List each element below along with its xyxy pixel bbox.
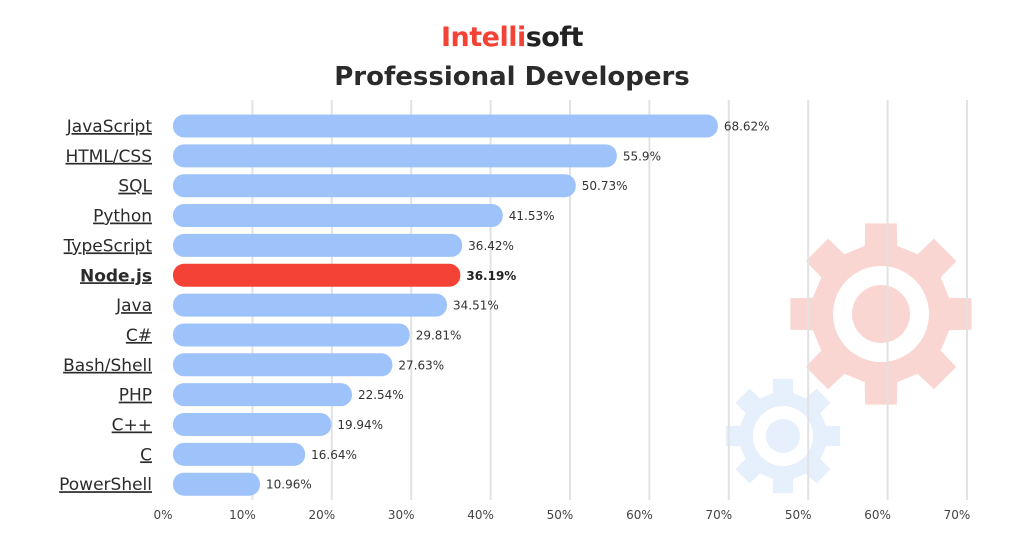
brand-logo: Intellisoft xyxy=(0,22,1024,53)
bar xyxy=(173,293,448,317)
category-label: PHP xyxy=(119,386,152,406)
bar xyxy=(173,413,332,436)
value-label: 50.73% xyxy=(582,179,628,193)
brand-logo-part1: Intelli xyxy=(440,22,526,53)
value-label: 16.64% xyxy=(311,448,357,462)
bar xyxy=(173,353,393,377)
bar xyxy=(173,383,352,407)
bar xyxy=(173,144,617,168)
x-tick-label: 60% xyxy=(626,508,653,522)
category-label: Python xyxy=(93,207,152,227)
category-label: C xyxy=(140,445,152,465)
x-tick-label: 70% xyxy=(705,508,732,522)
gear-small-hub xyxy=(766,419,800,453)
value-label: 34.51% xyxy=(453,299,499,313)
x-tick-label: 0% xyxy=(153,508,172,522)
bar xyxy=(173,263,461,287)
category-label: JavaScript xyxy=(66,117,153,137)
bar xyxy=(173,174,576,198)
value-label: 36.19% xyxy=(466,269,516,283)
value-label: 68.62% xyxy=(724,120,770,134)
category-label: TypeScript xyxy=(63,236,153,256)
x-axis-ticks: 0% 10% 20% 30% 40% 50% 60% 70% 50% 60% 70% xyxy=(153,508,970,522)
bar xyxy=(173,442,306,466)
category-label: SQL xyxy=(118,177,152,197)
x-tick-label: 30% xyxy=(388,508,415,522)
brand-logo-part2: soft xyxy=(525,22,584,53)
x-tick-label: 10% xyxy=(229,508,256,522)
x-tick-label: 50% xyxy=(547,508,574,522)
value-label: 27.63% xyxy=(398,358,444,372)
value-label: 22.54% xyxy=(358,388,404,402)
gear-large-hub xyxy=(852,285,910,343)
x-tick-label: 20% xyxy=(308,508,335,522)
category-label: C# xyxy=(126,326,152,346)
category-label: C++ xyxy=(112,416,152,436)
category-label: Node.js xyxy=(80,266,152,286)
bar xyxy=(173,323,410,347)
category-label: PowerShell xyxy=(59,475,152,495)
value-label: 41.53% xyxy=(509,209,555,223)
x-tick-label: 40% xyxy=(467,508,494,522)
x-tick-label: 70% xyxy=(944,508,971,522)
gear-icon-large xyxy=(790,223,972,405)
bar xyxy=(173,233,463,257)
bar xyxy=(173,114,718,138)
x-tick-label: 60% xyxy=(864,508,891,522)
category-label: Bash/Shell xyxy=(63,356,152,376)
x-tick-label: 50% xyxy=(785,508,812,522)
value-label: 55.9% xyxy=(623,149,661,163)
category-label: Java xyxy=(115,296,152,316)
gear-decorations xyxy=(725,223,972,494)
category-labels: JavaScript HTML/CSS SQL Python TypeScript Nod… xyxy=(59,117,152,495)
value-label: 36.42% xyxy=(468,239,514,253)
bar xyxy=(173,204,503,228)
value-label: 19.94% xyxy=(337,418,383,432)
value-label: 29.81% xyxy=(416,328,462,342)
bars xyxy=(173,114,718,496)
category-label: HTML/CSS xyxy=(66,147,153,167)
gear-icon-small xyxy=(725,378,841,494)
value-label: 10.96% xyxy=(266,478,312,492)
chart-title: Professional Developers xyxy=(334,62,690,92)
value-labels: 68.62% 55.9% 50.73% 41.53% 36.42% 36.19% 34.51… xyxy=(266,120,770,492)
bar xyxy=(173,472,261,496)
